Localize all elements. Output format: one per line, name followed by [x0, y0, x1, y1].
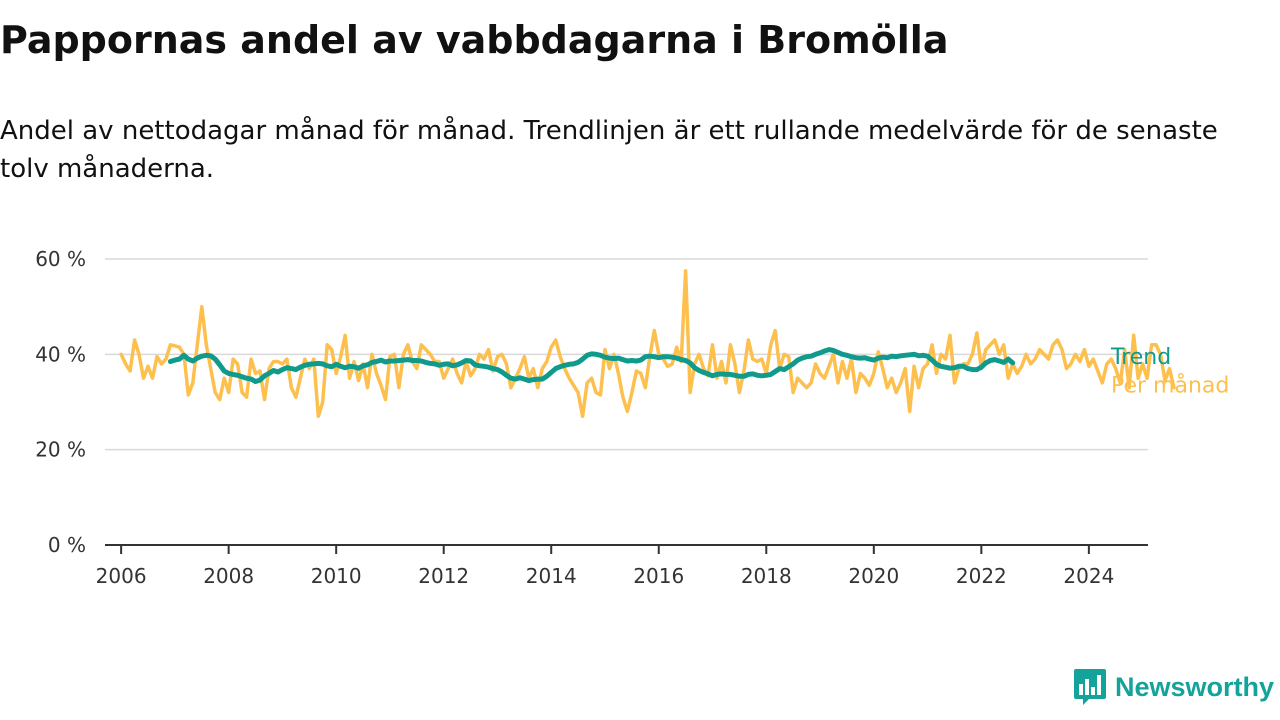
page-subtitle: Andel av nettodagar månad för månad. Tre…: [0, 116, 1218, 184]
newsworthy-logo-icon: [1073, 669, 1106, 705]
x-tick-label: 2012: [418, 564, 469, 588]
x-tick-label: 2006: [96, 564, 147, 588]
trend-series-line: [167, 347, 1016, 384]
x-tick-label: 2008: [203, 564, 254, 588]
x-tick-label: 2014: [526, 564, 577, 588]
x-tick-label: 2018: [741, 564, 792, 588]
y-tick-label: 0 %: [48, 533, 86, 557]
y-axis-labels: 0 % 20 % 40 % 60 %: [35, 247, 86, 557]
newsworthy-logo: Newsworthy: [1073, 668, 1274, 706]
series-labels: Trend Per månad: [1110, 345, 1229, 399]
page-title: Pappornas andel av vabbdagarna i Bromöll…: [0, 18, 949, 62]
monthly-series-line: [119, 269, 1176, 419]
y-tick-label: 20 %: [35, 438, 86, 462]
brand-name: Newsworthy: [1114, 671, 1274, 702]
grid-lines: [105, 258, 1148, 451]
x-tick-label: 2022: [956, 564, 1007, 588]
x-tick-label: 2020: [848, 564, 899, 588]
x-tick-label: 2024: [1063, 564, 1114, 588]
y-tick-label: 40 %: [35, 342, 86, 366]
series-label-per-manad: Per månad: [1111, 373, 1229, 399]
series-lines: [119, 269, 1176, 419]
x-tick-label: 2016: [633, 564, 684, 588]
x-axis: 2006 2008 2010 2012 2014 2016 2018 2020 2022 2024: [96, 544, 1148, 588]
series-label-trend: Trend: [1110, 345, 1171, 370]
x-tick-label: 2010: [311, 564, 362, 588]
y-tick-label: 60 %: [35, 247, 86, 271]
